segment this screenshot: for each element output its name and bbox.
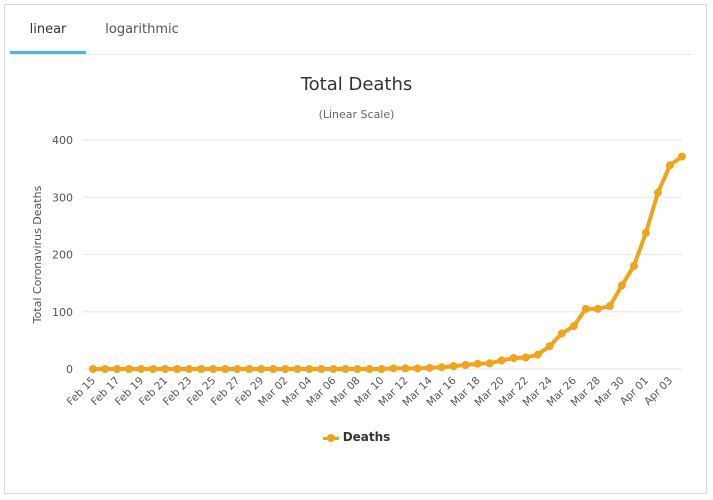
data-point [641,228,650,237]
tab-logarithmic[interactable]: logarithmic [105,22,179,37]
y-tick-label: 100 [52,306,73,319]
data-point [437,363,446,372]
data-point [521,353,530,362]
data-point [461,360,470,369]
data-point [545,342,554,351]
data-point [377,365,386,373]
data-point [665,161,674,170]
data-point [197,365,206,373]
data-point [281,365,290,373]
data-point [329,365,338,373]
data-point [593,304,602,313]
tab-linear[interactable]: linear [10,10,86,54]
data-point [497,356,506,365]
data-point [653,188,662,197]
data-point [473,359,482,368]
scale-tabs: linear logarithmic [10,10,692,55]
data-point [581,304,590,313]
y-axis-label: Total Coronavirus Deaths [31,185,44,324]
data-point [353,365,362,373]
data-point [569,322,578,331]
chart-subtitle: (Linear Scale) [318,108,395,121]
data-point [629,261,638,270]
data-point [389,364,398,373]
data-point [269,365,278,373]
y-tick-label: 0 [66,363,73,376]
data-point [185,365,194,373]
data-point [533,350,542,359]
y-tick-label: 400 [52,134,73,147]
data-point [221,365,230,373]
data-point [245,365,254,373]
data-point [305,365,314,373]
data-point [173,365,182,373]
data-point [257,365,266,373]
y-tick-label: 300 [52,191,73,204]
data-point [161,365,170,373]
data-point [678,152,686,161]
data-point [137,365,146,373]
data-point [89,365,97,373]
y-tick-label: 200 [52,249,73,262]
data-point [605,302,614,311]
data-point [293,365,302,373]
data-point [485,359,494,368]
data-point [425,363,434,372]
data-point [617,281,626,290]
data-point [401,364,410,373]
data-point [113,365,122,373]
data-point [509,354,518,363]
legend-series-marker-icon [322,433,339,443]
data-point [233,365,242,373]
legend[interactable]: Deaths [0,430,713,444]
data-point [317,365,326,373]
data-point [125,365,134,373]
chart-panel [4,4,707,494]
series-line [91,154,684,371]
data-point [557,329,566,338]
data-point [209,365,218,373]
legend-series-label: Deaths [342,430,391,444]
data-point [149,365,158,373]
data-point [365,365,374,373]
chart-title: Total Deaths [300,74,413,95]
data-point [341,365,350,373]
data-point [413,364,422,373]
data-point [101,365,110,373]
data-point [449,362,458,371]
